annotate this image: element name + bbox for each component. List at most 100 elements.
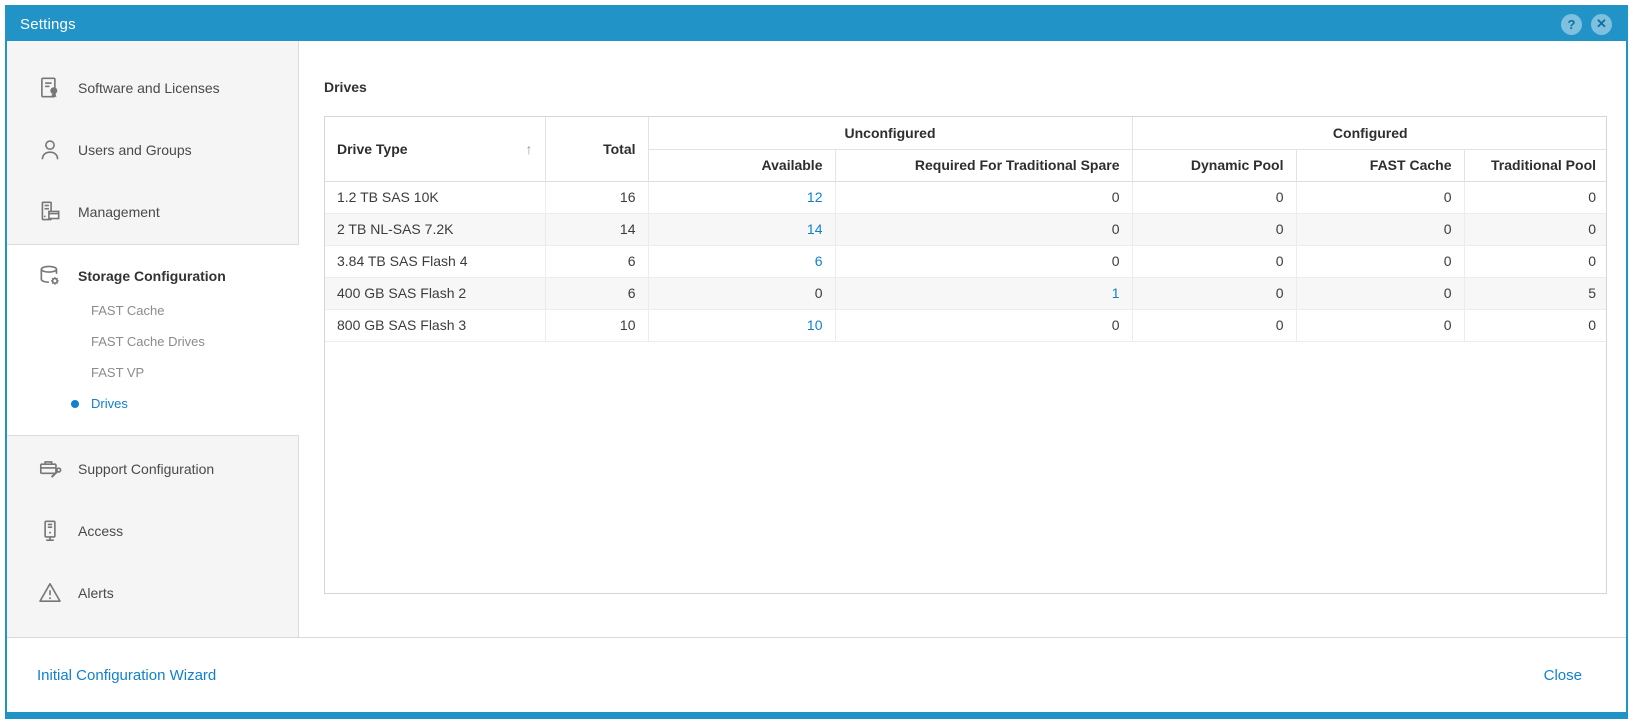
sidebar-group-storage: Storage Configuration FAST Cache FAST Ca… (7, 244, 299, 436)
sidebar-item-support-configuration[interactable]: Support Configuration (7, 438, 298, 500)
column-header-dynamic-pool[interactable]: Dynamic Pool (1132, 149, 1297, 182)
sidebar-item-label: Storage Configuration (78, 268, 226, 284)
titlebar: Settings ? ✕ (7, 7, 1626, 41)
sidebar-subitem-drives[interactable]: Drives (7, 388, 299, 419)
cell-fast-cache: 0 (1296, 245, 1465, 278)
cell-traditional-pool: 0 (1464, 181, 1606, 214)
toolbox-wrench-icon (37, 456, 63, 482)
cell-traditional-pool: 0 (1464, 213, 1606, 246)
sort-ascending-icon[interactable]: ↑ (525, 140, 533, 157)
initial-configuration-wizard-link[interactable]: Initial Configuration Wizard (37, 666, 217, 684)
license-certificate-icon (37, 75, 63, 101)
cell-drive-type: 2 TB NL-SAS 7.2K (325, 213, 546, 246)
cell-total: 10 (545, 309, 649, 342)
sidebar-subitem-fast-cache[interactable]: FAST Cache (91, 303, 165, 318)
cell-available: 12 (648, 181, 836, 214)
drives-table-body: 1.2 TB SAS 10K 16 12 0 0 0 0 2 TB NL-SAS 7.2K 14… (325, 181, 1606, 342)
sidebar-item-users-groups[interactable]: Users and Groups (7, 119, 298, 181)
column-header-fast-cache[interactable]: FAST Cache (1296, 149, 1465, 182)
cell-dynamic-pool: 0 (1132, 245, 1297, 278)
cell-total: 6 (545, 245, 649, 278)
cell-available: 14 (648, 213, 836, 246)
sidebar-item-label: Management (78, 204, 160, 220)
server-tower-icon (37, 518, 63, 544)
cell-dynamic-pool: 0 (1132, 181, 1297, 214)
sidebar-item-access[interactable]: Access (7, 500, 298, 562)
sidebar-group-bottom: Support Configuration Access (7, 436, 299, 637)
column-header-required-spare[interactable]: Required For Traditional Spare (835, 149, 1133, 182)
server-window-icon (37, 199, 63, 225)
table-group-header-row: Drive Type ↑ Total Unconfigured Configur… (325, 117, 1606, 182)
table-subheader-row: Available Required For Traditional Spare… (325, 149, 1606, 182)
column-header-drive-type[interactable]: Drive Type ↑ (325, 117, 546, 182)
settings-sidebar: Software and Licenses Users and Groups (7, 41, 299, 637)
cell-total: 16 (545, 181, 649, 214)
close-button[interactable]: Close (1543, 666, 1582, 684)
sidebar-item-storage-configuration[interactable]: Storage Configuration (7, 257, 299, 295)
cell-dynamic-pool: 0 (1132, 213, 1297, 246)
cell-available: 10 (648, 309, 836, 342)
selected-bullet-icon (71, 399, 79, 408)
sidebar-item-label: Alerts (78, 585, 114, 601)
sidebar-item-software-licenses[interactable]: Software and Licenses (7, 57, 298, 119)
sidebar-group-top: Software and Licenses Users and Groups (7, 41, 299, 244)
sidebar-item-management[interactable]: Management (7, 181, 298, 243)
sidebar-subitem-fast-cache-drives[interactable]: FAST Cache Drives (91, 334, 205, 349)
drive-count-link[interactable]: 6 (814, 253, 823, 269)
table-row: 2 TB NL-SAS 7.2K 14 14 0 0 0 0 (325, 213, 1606, 246)
sidebar-item-label: Support Configuration (78, 461, 215, 477)
column-header-available[interactable]: Available (648, 149, 836, 182)
cell-total: 14 (545, 213, 649, 246)
drive-count-link[interactable]: 14 (806, 221, 823, 237)
dialog-content: Software and Licenses Users and Groups (7, 41, 1626, 637)
column-header-label: Drive Type (337, 140, 408, 157)
cell-available: 6 (648, 245, 836, 278)
drive-count-link[interactable]: 12 (806, 189, 823, 205)
drives-panel: Drives Drive Type ↑ (299, 41, 1626, 637)
table-row: 800 GB SAS Flash 3 10 10 0 0 0 0 (325, 309, 1606, 342)
dialog-footer: Initial Configuration Wizard Close (7, 637, 1626, 712)
cell-required-spare: 0 (835, 309, 1133, 342)
column-group-configured: Configured (1132, 117, 1606, 150)
drives-table-container: Drive Type ↑ Total Unconfigured Configur… (324, 116, 1607, 594)
column-header-total[interactable]: Total (545, 117, 649, 182)
cell-drive-type: 800 GB SAS Flash 3 (325, 309, 546, 342)
cell-required-spare: 1 (835, 277, 1133, 310)
cell-required-spare: 0 (835, 181, 1133, 214)
cell-available: 0 (648, 277, 836, 310)
cell-fast-cache: 0 (1296, 309, 1465, 342)
sidebar-item-label: Users and Groups (78, 142, 192, 158)
cell-drive-type: 3.84 TB SAS Flash 4 (325, 245, 546, 278)
drive-count-link[interactable]: 1 (1111, 285, 1120, 301)
cell-drive-type: 400 GB SAS Flash 2 (325, 277, 546, 310)
table-row: 1.2 TB SAS 10K 16 12 0 0 0 0 (325, 181, 1606, 214)
cell-required-spare: 0 (835, 213, 1133, 246)
cell-fast-cache: 0 (1296, 181, 1465, 214)
database-gear-icon (37, 263, 63, 289)
cell-traditional-pool: 0 (1464, 245, 1606, 278)
cell-traditional-pool: 5 (1464, 277, 1606, 310)
drive-count-link[interactable]: 10 (806, 317, 823, 333)
user-icon (37, 137, 63, 163)
sidebar-item-alerts[interactable]: Alerts (7, 562, 298, 624)
help-icon[interactable]: ? (1561, 13, 1582, 35)
cell-fast-cache: 0 (1296, 213, 1465, 246)
cell-required-spare: 0 (835, 245, 1133, 278)
sidebar-subitem-label: Drives (91, 396, 128, 411)
cell-traditional-pool: 0 (1464, 309, 1606, 342)
column-header-traditional-pool[interactable]: Traditional Pool (1464, 149, 1606, 182)
page-title: Drives (324, 79, 367, 95)
cell-dynamic-pool: 0 (1132, 309, 1297, 342)
cell-total: 6 (545, 277, 649, 310)
column-group-unconfigured: Unconfigured (648, 117, 1133, 150)
warning-triangle-icon (37, 580, 63, 606)
cell-fast-cache: 0 (1296, 277, 1465, 310)
drives-table: Drive Type ↑ Total Unconfigured Configur… (325, 117, 1606, 342)
close-icon[interactable]: ✕ (1591, 13, 1612, 35)
cell-dynamic-pool: 0 (1132, 277, 1297, 310)
sidebar-item-label: Access (78, 523, 124, 539)
dialog-title: Settings (20, 15, 76, 33)
sidebar-subitem-fast-vp[interactable]: FAST VP (91, 365, 145, 380)
